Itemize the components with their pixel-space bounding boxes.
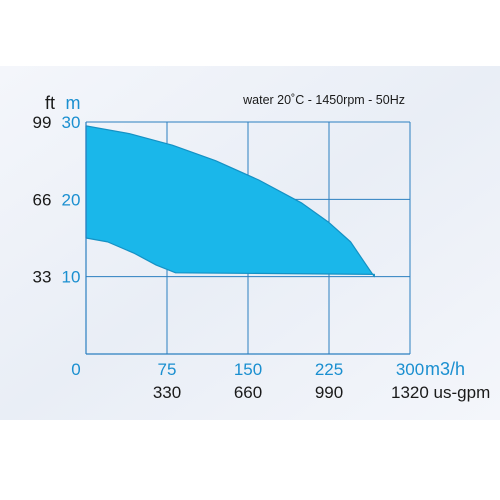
x-tick-label-150: 150 [234,360,262,379]
x-secondary-tick-label-3: 1320 us-gpm [391,383,490,402]
y-axis-unit-m: m [66,93,81,113]
x-tick-label-225: 225 [315,360,343,379]
operating-conditions-annotation: water 20˚C - 1450rpm - 50Hz [242,93,405,107]
performance-envelope-area [85,125,375,278]
x-tick-label-300: 300 [396,360,424,379]
y-tick-label-ft-66: 66 [33,190,52,209]
area-layer [85,125,375,278]
x-secondary-tick-label-2: 990 [315,383,343,402]
y-tick-label-m-30: 30 [62,113,81,132]
y-tick-label-m-20: 20 [62,190,81,209]
x-secondary-tick-label-1: 660 [234,383,262,402]
y-axis-unit-ft: ft [45,93,55,113]
x-secondary-tick-label-0: 330 [153,383,181,402]
axes-layer [85,122,410,355]
x-axis-unit-label: m3/h [425,359,465,379]
y-tick-label-ft-99: 99 [33,113,52,132]
x-tick-label-75: 75 [158,360,177,379]
y-tick-label-ft-33: 33 [33,268,52,287]
y-tick-label-m-10: 10 [62,268,81,287]
x-tick-label-0: 0 [71,360,80,379]
